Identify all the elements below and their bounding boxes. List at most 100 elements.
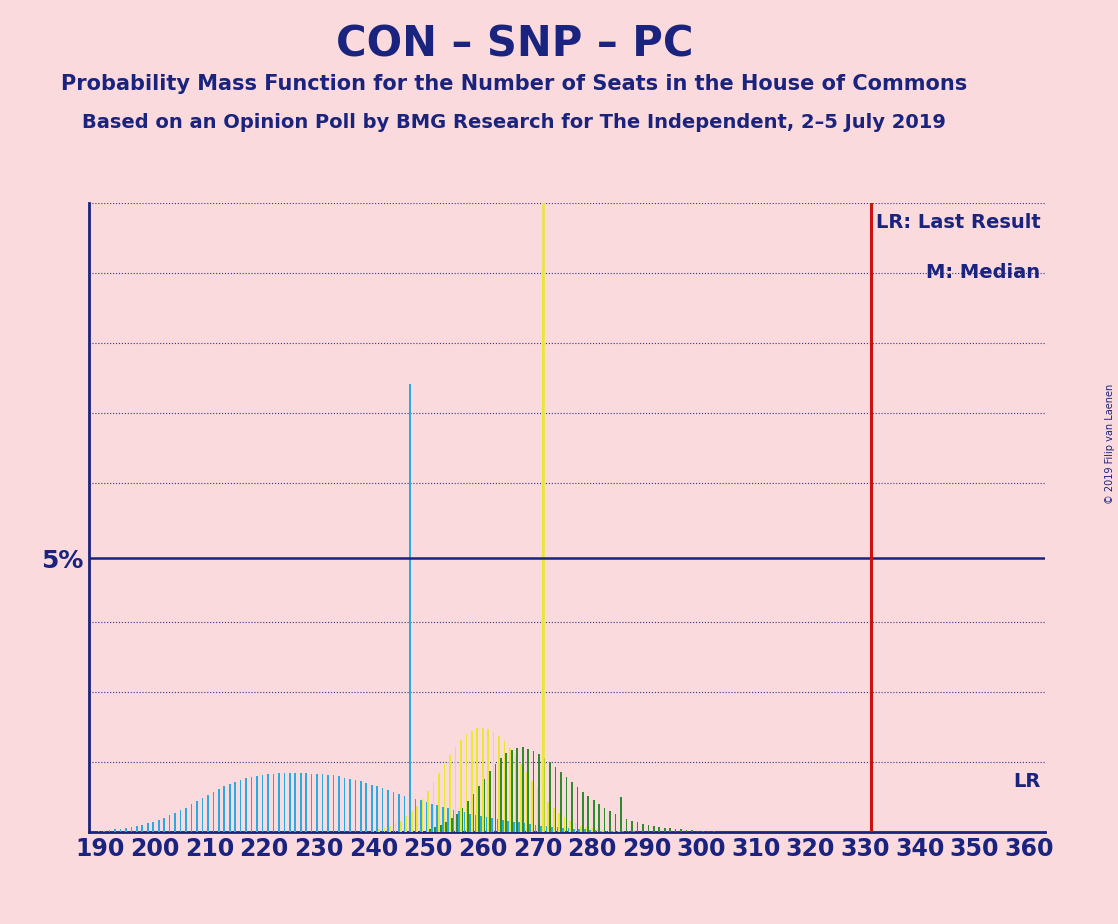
Bar: [438, 773, 439, 832]
Bar: [114, 830, 116, 832]
Bar: [482, 728, 484, 832]
Bar: [288, 773, 291, 832]
Bar: [642, 824, 644, 832]
Bar: [589, 830, 591, 832]
Bar: [607, 831, 609, 832]
Bar: [426, 802, 427, 832]
Bar: [566, 777, 567, 832]
Bar: [427, 791, 429, 832]
Bar: [267, 774, 268, 832]
Bar: [531, 781, 532, 832]
Bar: [491, 818, 493, 832]
Bar: [316, 773, 318, 832]
Bar: [103, 831, 105, 832]
Bar: [502, 820, 503, 832]
Bar: [562, 828, 563, 832]
Bar: [534, 825, 537, 832]
Bar: [305, 773, 307, 832]
Bar: [372, 830, 375, 832]
Bar: [447, 808, 449, 832]
Bar: [421, 799, 424, 832]
Bar: [558, 813, 560, 832]
Bar: [489, 771, 491, 832]
Bar: [142, 825, 143, 832]
Bar: [560, 772, 561, 832]
Bar: [604, 808, 606, 832]
Bar: [415, 799, 416, 832]
Bar: [97, 831, 100, 832]
Text: LR: Last Result: LR: Last Result: [875, 213, 1041, 232]
Bar: [451, 819, 453, 832]
Bar: [500, 758, 502, 832]
Bar: [475, 815, 476, 832]
Bar: [542, 269, 543, 832]
Bar: [432, 804, 433, 832]
Bar: [549, 762, 551, 832]
Bar: [416, 806, 418, 832]
Bar: [543, 758, 546, 832]
Bar: [433, 783, 435, 832]
Bar: [146, 823, 149, 832]
Bar: [697, 831, 699, 832]
Text: © 2019 Filip van Laenen: © 2019 Filip van Laenen: [1106, 383, 1115, 504]
Bar: [479, 786, 480, 832]
Bar: [333, 775, 334, 832]
Bar: [366, 783, 367, 832]
Bar: [294, 773, 296, 832]
Bar: [371, 784, 372, 832]
Bar: [524, 823, 525, 832]
Bar: [400, 821, 401, 832]
Bar: [245, 778, 247, 832]
Bar: [514, 756, 517, 832]
Bar: [511, 749, 512, 832]
Bar: [538, 754, 540, 832]
Bar: [520, 764, 522, 832]
Bar: [680, 830, 682, 832]
Bar: [338, 776, 340, 832]
Bar: [522, 748, 523, 832]
Bar: [420, 800, 421, 832]
Bar: [406, 816, 407, 832]
Bar: [186, 808, 187, 832]
Bar: [555, 767, 557, 832]
Bar: [322, 774, 323, 832]
Bar: [398, 795, 400, 832]
Bar: [442, 807, 444, 832]
Bar: [702, 831, 703, 832]
Bar: [470, 813, 471, 832]
Bar: [691, 830, 693, 832]
Bar: [513, 821, 514, 832]
Bar: [659, 827, 660, 832]
Bar: [568, 828, 569, 832]
Bar: [300, 773, 302, 832]
Bar: [125, 828, 126, 832]
Bar: [471, 731, 473, 832]
Bar: [546, 826, 548, 832]
Bar: [440, 825, 442, 832]
Bar: [235, 782, 236, 832]
Bar: [354, 780, 357, 832]
Bar: [108, 830, 111, 832]
Bar: [229, 784, 230, 832]
Bar: [196, 801, 198, 832]
Bar: [465, 735, 467, 832]
Bar: [647, 825, 650, 832]
Bar: [593, 800, 595, 832]
Bar: [224, 786, 225, 832]
Bar: [509, 748, 511, 832]
Bar: [387, 790, 389, 832]
Bar: [612, 831, 613, 832]
Bar: [580, 825, 581, 832]
Bar: [504, 741, 505, 832]
Bar: [537, 788, 538, 832]
Bar: [174, 813, 176, 832]
Bar: [328, 775, 329, 832]
Bar: [445, 822, 447, 832]
Bar: [499, 736, 500, 832]
Bar: [582, 792, 584, 832]
Bar: [615, 814, 616, 832]
Bar: [476, 728, 479, 832]
Bar: [632, 821, 633, 832]
Bar: [152, 821, 154, 832]
Bar: [377, 786, 378, 832]
